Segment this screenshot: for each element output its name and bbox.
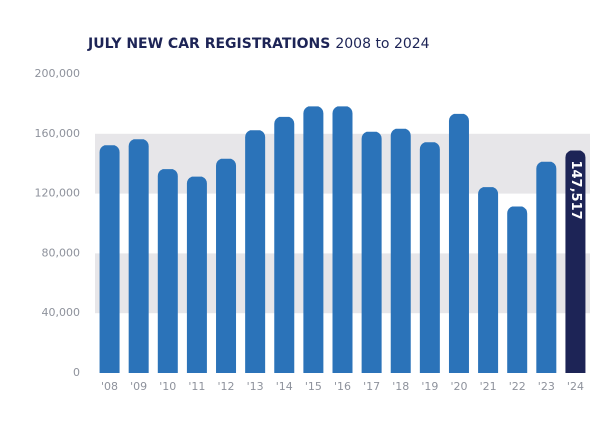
x-tick-label: '19 [421, 380, 438, 393]
y-tick-label: 80,000 [42, 246, 81, 259]
bar [303, 106, 324, 373]
x-tick-label: '11 [188, 380, 205, 393]
bar [390, 128, 411, 373]
y-tick-label: 0 [73, 366, 80, 379]
x-tick-label: '22 [509, 380, 526, 393]
value-label: 147,517 [568, 160, 583, 219]
bar [157, 169, 178, 373]
bar [332, 106, 353, 373]
bar [128, 139, 149, 373]
y-tick-label: 200,000 [35, 67, 81, 80]
x-tick-label: '12 [218, 380, 235, 393]
x-tick-label: '08 [101, 380, 118, 393]
x-tick-label: '10 [159, 380, 176, 393]
bar [245, 130, 266, 373]
bar [419, 142, 440, 373]
chart-subtitle: 2008 to 2024 [335, 36, 429, 52]
chart-title: JULY NEW CAR REGISTRATIONS [87, 36, 330, 52]
y-tick-label: 160,000 [35, 127, 81, 140]
x-tick-label: '14 [276, 380, 293, 393]
x-tick-label: '20 [450, 380, 467, 393]
bar [216, 158, 237, 373]
bar [361, 131, 382, 373]
y-tick-label: 120,000 [35, 187, 81, 200]
x-tick-label: '17 [363, 380, 380, 393]
y-tick-label: 40,000 [42, 306, 81, 319]
x-tick-label: '21 [480, 380, 497, 393]
bar [99, 145, 120, 373]
x-tick-label: '15 [305, 380, 322, 393]
bar [478, 187, 499, 373]
x-tick-label: '24 [567, 380, 584, 393]
x-tick-label: '23 [538, 380, 555, 393]
bar [507, 206, 528, 373]
bar [274, 116, 295, 373]
x-tick-label: '09 [130, 380, 147, 393]
x-tick-label: '18 [392, 380, 409, 393]
x-tick-label: '16 [334, 380, 351, 393]
bar [448, 113, 469, 374]
bar [565, 150, 586, 373]
bar [186, 176, 207, 373]
bar [536, 161, 557, 373]
x-tick-label: '13 [247, 380, 264, 393]
